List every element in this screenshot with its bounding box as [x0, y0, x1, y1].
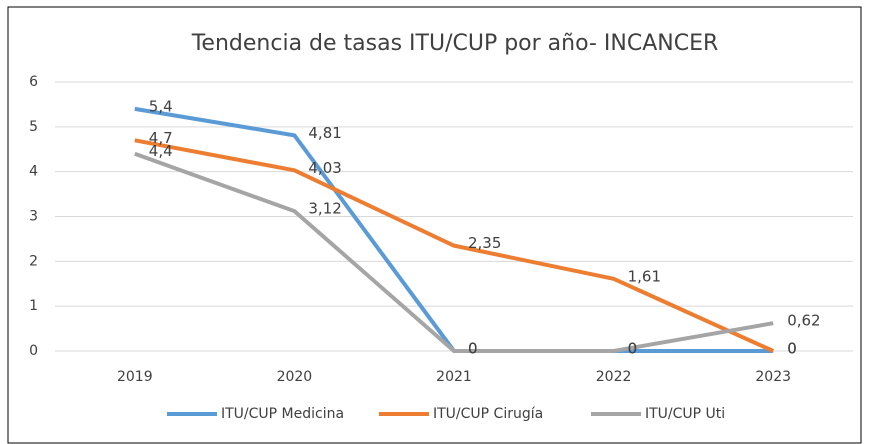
series-line — [134, 151, 774, 353]
data-label: 0 — [468, 340, 478, 358]
y-tick-label: 1 — [29, 298, 38, 314]
data-label: 0 — [468, 340, 478, 358]
data-label: 1,61 — [628, 267, 661, 285]
y-tick-label: 2 — [29, 253, 38, 269]
legend-label: ITU/CUP Cirugía — [433, 406, 543, 422]
data-label: 4,4 — [149, 142, 173, 160]
data-label: 4,81 — [308, 124, 341, 142]
chart-title: Tendencia de tasas ITU/CUP por año- INCA… — [191, 31, 719, 56]
y-tick-label: 6 — [29, 74, 38, 90]
data-label: 0 — [628, 340, 638, 358]
legend-label: ITU/CUP Uti — [645, 406, 725, 422]
x-tick-label: 2020 — [277, 369, 313, 385]
y-tick-label: 3 — [29, 209, 38, 225]
y-tick-label: 5 — [29, 119, 38, 135]
y-tick-label: 4 — [29, 164, 38, 180]
data-label: 4,7 — [149, 129, 173, 147]
x-tick-label: 2019 — [117, 369, 153, 385]
data-label: 0 — [787, 340, 797, 358]
data-label: 0 — [787, 340, 797, 358]
x-tick-label: 2022 — [596, 369, 632, 385]
x-tick-label: 2021 — [436, 369, 472, 385]
data-label: 2,35 — [468, 234, 501, 252]
x-tick-label: 2023 — [755, 369, 791, 385]
data-label: 5,4 — [149, 97, 173, 115]
legend-label: ITU/CUP Medicina — [221, 406, 344, 422]
data-label: 3,12 — [308, 200, 341, 218]
data-label: 4,03 — [308, 159, 341, 177]
data-label: 0 — [628, 340, 638, 358]
data-label: 0,62 — [787, 312, 820, 330]
y-tick-label: 0 — [29, 343, 38, 359]
chart-border — [7, 6, 862, 444]
series-line — [134, 138, 775, 353]
